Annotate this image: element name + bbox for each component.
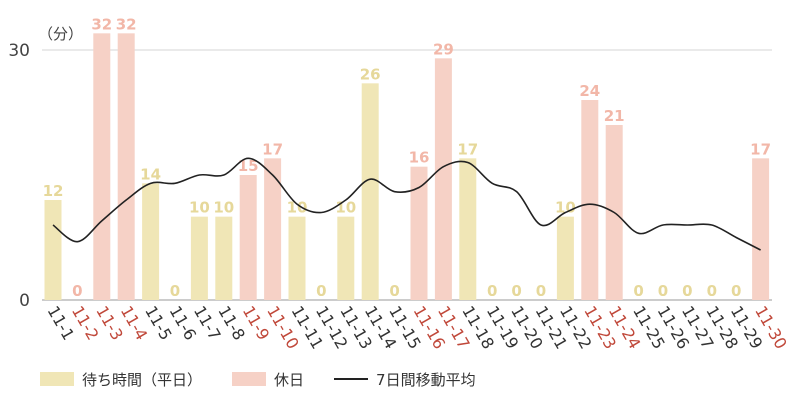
bar [581, 100, 599, 300]
bar-value-label: 0 [536, 282, 546, 300]
bar-value-label: 32 [116, 15, 137, 33]
bar-value-label: 17 [750, 140, 771, 158]
bar-value-label: 0 [316, 282, 326, 300]
bar-value-label: 0 [682, 282, 692, 300]
bar-value-label: 29 [433, 40, 454, 58]
bar [117, 33, 135, 300]
bar-value-label: 16 [409, 149, 430, 167]
bar-value-label: 10 [213, 199, 234, 217]
y-tick-label: 30 [8, 41, 30, 61]
bar-value-label: 0 [487, 282, 497, 300]
bar-value-label: 0 [170, 282, 180, 300]
moving-average-line [52, 157, 761, 251]
legend-swatch-holiday [232, 372, 267, 386]
moving-average-layer [52, 157, 761, 251]
bar-value-label: 21 [604, 107, 625, 125]
bar [459, 158, 477, 300]
legend-item-weekday: 待ち時間（平日） [40, 369, 202, 390]
bar-value-label: 0 [72, 282, 82, 300]
legend-item-moving-average: 7日間移動平均 [334, 369, 476, 390]
bar-value-label: 10 [555, 199, 576, 217]
y-tick-label: 0 [19, 291, 30, 311]
bar-value-label: 10 [335, 199, 356, 217]
bar-value-label: 0 [511, 282, 521, 300]
bar-value-label: 24 [579, 82, 600, 100]
legend-item-holiday: 休日 [232, 369, 304, 390]
legend-label-holiday: 休日 [274, 370, 305, 389]
bar-value-label: 0 [389, 282, 399, 300]
bar-value-label: 17 [262, 140, 283, 158]
bar [556, 216, 574, 300]
bar-value-label: 17 [457, 140, 478, 158]
bar-value-label: 12 [43, 182, 64, 200]
bar-value-label: 10 [189, 199, 210, 217]
legend-label-weekday: 待ち時間（平日） [82, 370, 203, 389]
bar [44, 200, 62, 300]
bar [337, 216, 355, 300]
bar [361, 83, 379, 300]
bar [434, 58, 452, 301]
bar [264, 158, 282, 300]
bar-value-label: 10 [287, 199, 308, 217]
y-tick-layer: 0 30 [8, 41, 30, 311]
bar [239, 175, 257, 300]
x-tick-layer: 11-111-211-311-411-511-611-711-811-911-1… [44, 303, 791, 353]
bar [752, 158, 770, 300]
y-unit-label: （分） [38, 25, 83, 43]
bar-value-label: 0 [658, 282, 668, 300]
bar-value-label: 0 [731, 282, 741, 300]
bar-value-label: 14 [140, 165, 161, 183]
bar-value-label: 0 [707, 282, 717, 300]
bar [93, 33, 111, 300]
grid-layer [42, 49, 772, 301]
legend-swatch-weekday [40, 372, 74, 386]
bar-value-label: 32 [91, 15, 112, 33]
legend-swatch-moving-average [334, 378, 369, 380]
legend-label-moving-average: 7日間移動平均 [376, 370, 476, 389]
bar-value-label: 15 [238, 157, 259, 175]
bar [215, 216, 233, 300]
bar [410, 166, 428, 300]
legend: 待ち時間（平日） 休日 7日間移動平均 [40, 366, 506, 392]
bar [142, 183, 160, 300]
bar [190, 216, 208, 300]
bar-value-label: 0 [633, 282, 643, 300]
bar-value-label: 26 [360, 65, 381, 83]
bar [288, 216, 306, 300]
